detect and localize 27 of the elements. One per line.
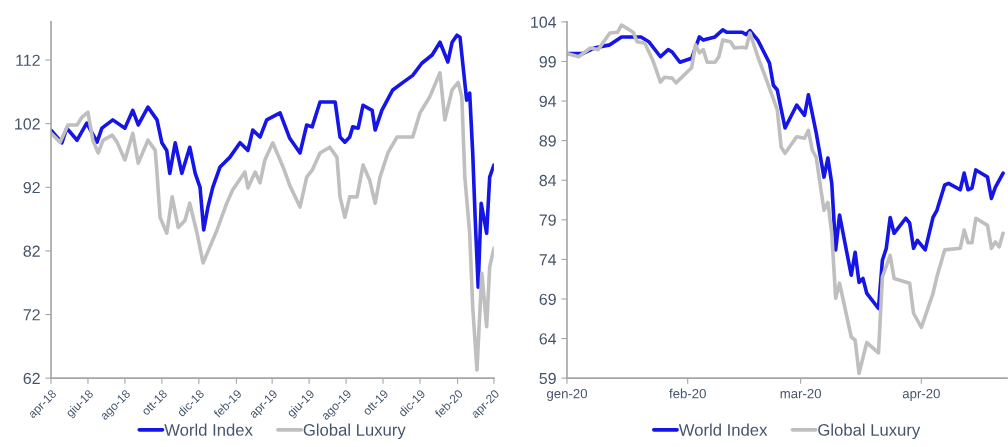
legend-label: World Index: [164, 423, 253, 436]
x-tick-label: feb-20: [669, 388, 706, 399]
y-tick-label: 104: [531, 16, 557, 28]
y-tick-label: 94: [539, 95, 557, 108]
y-tick-label: 59: [539, 372, 556, 385]
y-tick-label: 92: [23, 181, 40, 194]
y-tick-label: 64: [539, 333, 557, 345]
y-tick-label: 82: [23, 245, 40, 257]
y-tick-label: 99: [539, 56, 556, 68]
line-series: [567, 28, 1005, 311]
line-series: [51, 70, 494, 372]
y-tick-label: 74: [539, 254, 557, 266]
legend-label: Global Luxury: [303, 423, 406, 440]
y-tick-label: 79: [539, 214, 556, 226]
x-tick-label: mar-20: [780, 388, 822, 399]
x-tick-label: apr-20: [902, 388, 940, 401]
y-tick-label: 89: [539, 135, 556, 147]
y-tick-label: 84: [539, 174, 557, 187]
legend-label: Global Luxury: [818, 423, 921, 440]
legend-label: World Index: [678, 423, 768, 436]
y-tick-label: 112: [16, 54, 40, 66]
x-tick-label: gen-20: [547, 388, 588, 401]
y-tick-label: 72: [23, 309, 40, 321]
y-tick-label: 69: [539, 293, 556, 305]
line-series: [51, 33, 494, 289]
y-tick-label: 62: [23, 372, 40, 385]
y-tick-label: 102: [15, 118, 40, 130]
